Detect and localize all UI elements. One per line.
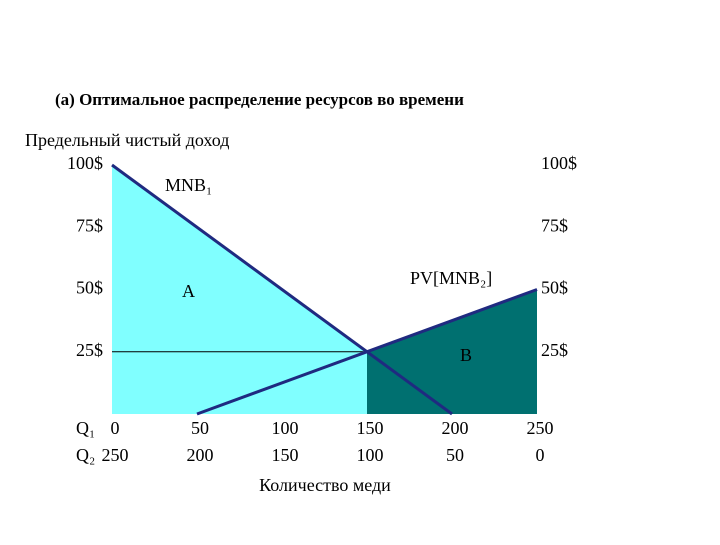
y2-tick-label: 50$ — [541, 278, 568, 298]
x-tick-label: 250 — [527, 418, 554, 438]
y2-tick-label: 75$ — [541, 215, 568, 235]
y-tick-label: 100$ — [67, 153, 103, 173]
y2-tick-label: 100$ — [541, 153, 577, 173]
y2-tick-label: 25$ — [541, 340, 568, 360]
series-label: PV[MNB₂] — [410, 268, 492, 288]
x-tick-label: 200 — [442, 418, 469, 438]
x-tick-label: 50 — [191, 418, 209, 438]
x2-tick-label: 150 — [272, 445, 299, 465]
area-label: B — [460, 345, 472, 365]
x-row-label: Q₁ — [76, 418, 95, 438]
x-tick-label: 0 — [111, 418, 120, 438]
series-line — [196, 288, 538, 416]
chart-title: (а) Оптимальное распределение ресурсов в… — [55, 90, 464, 109]
y-tick-label: 75$ — [76, 215, 103, 235]
x2-tick-label: 50 — [446, 445, 464, 465]
area-b — [367, 289, 537, 414]
series-line — [111, 163, 453, 416]
x2-tick-label: 200 — [187, 445, 214, 465]
y-axis-label: Предельный чистый доход — [25, 130, 229, 150]
area-label: A — [182, 281, 195, 301]
x-row-label: Q₂ — [76, 445, 95, 465]
area-a — [112, 165, 367, 414]
x-tick-label: 100 — [272, 418, 299, 438]
x2-tick-label: 100 — [357, 445, 384, 465]
x2-tick-label: 250 — [102, 445, 129, 465]
x2-tick-label: 0 — [536, 445, 545, 465]
series-label: MNB₁ — [165, 175, 212, 195]
y-tick-label: 25$ — [76, 340, 103, 360]
y-tick-label: 50$ — [76, 278, 103, 298]
x-tick-label: 150 — [357, 418, 384, 438]
x-axis-label: Количество меди — [259, 475, 391, 495]
